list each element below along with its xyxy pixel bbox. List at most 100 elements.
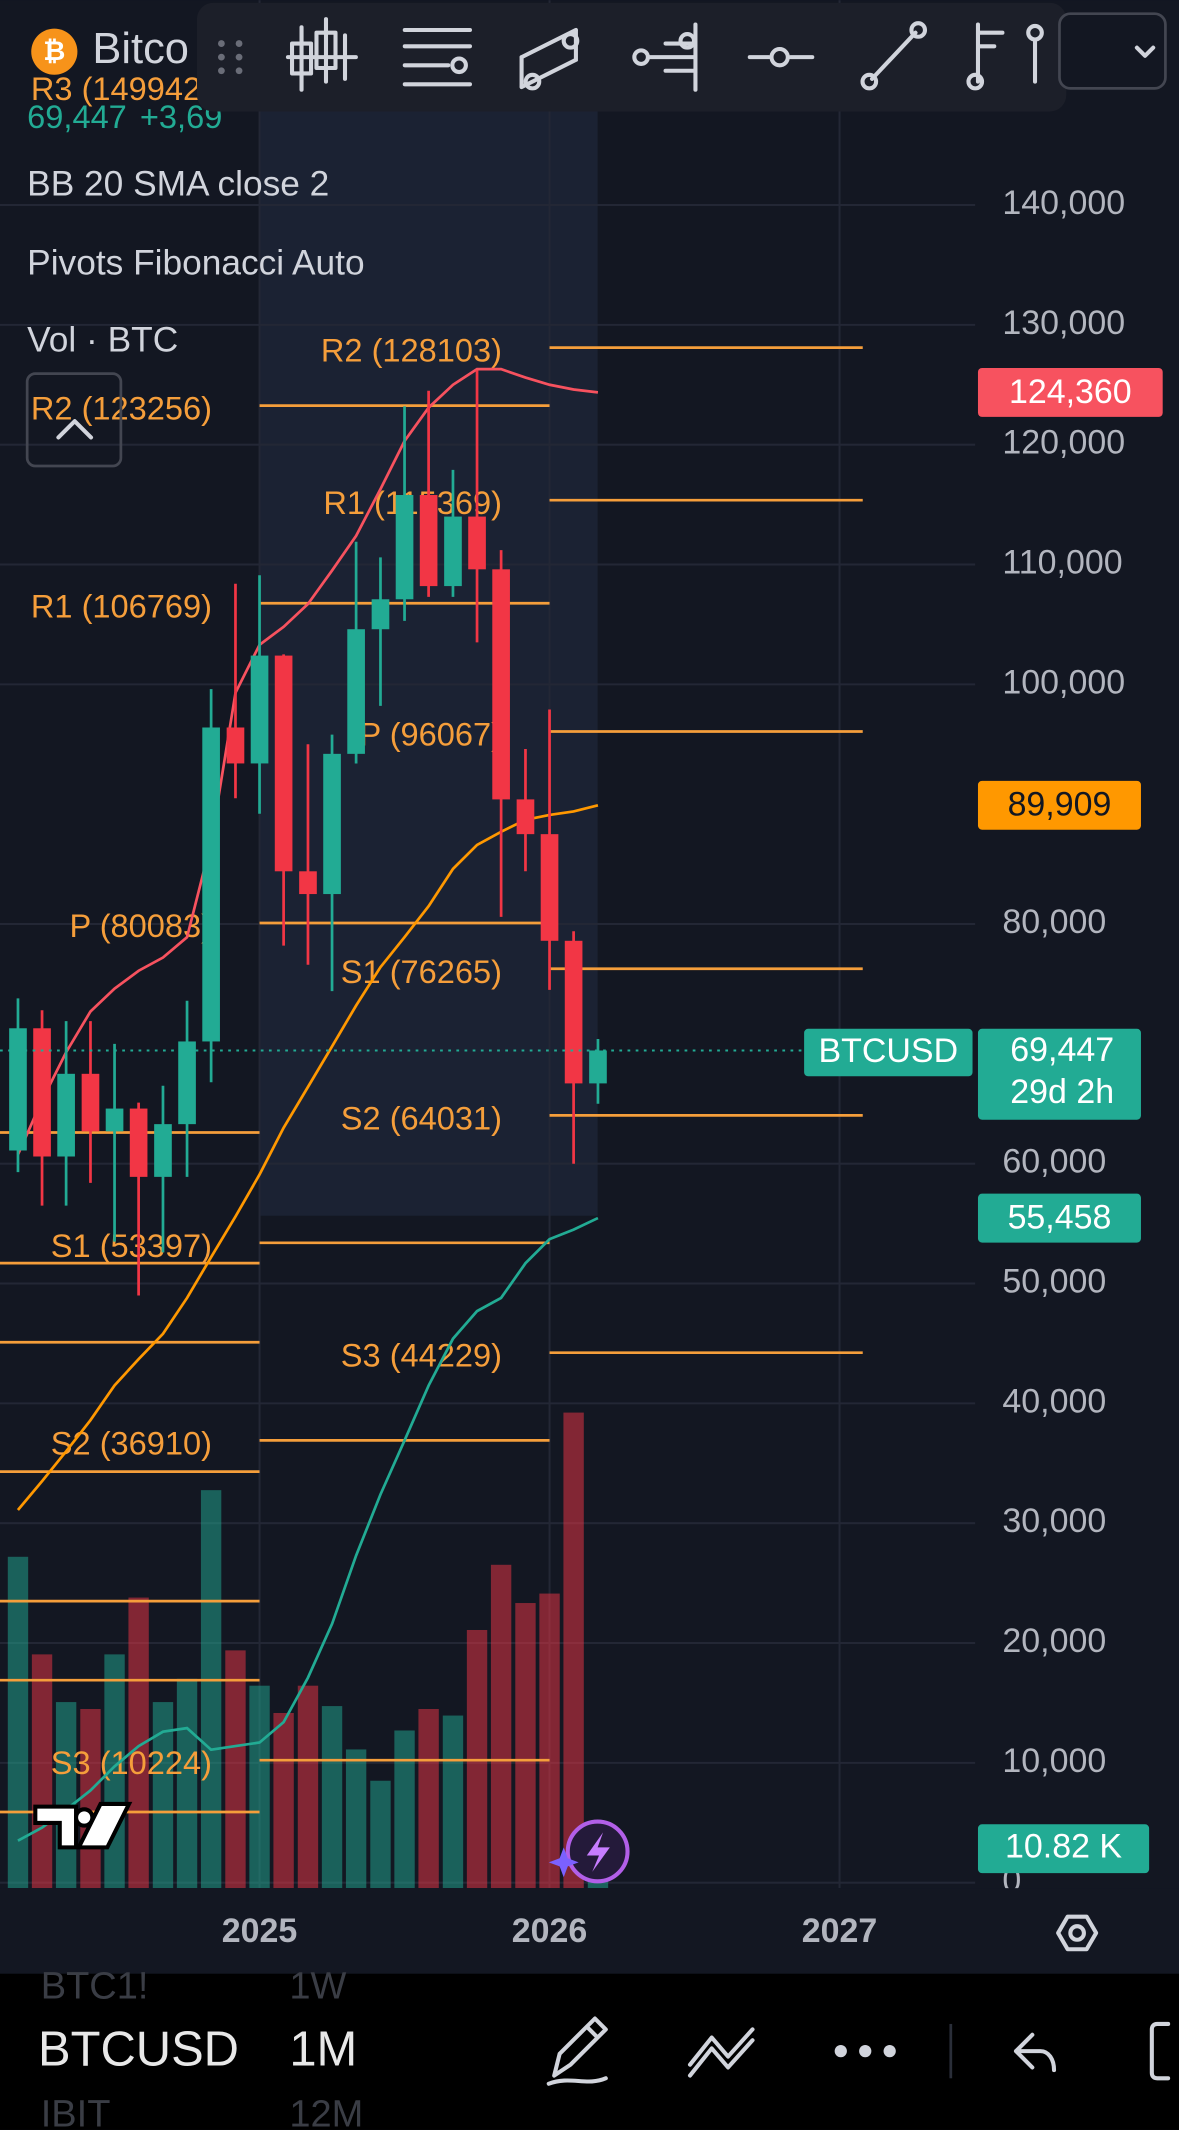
- interval-selector[interactable]: 1M: [289, 2022, 357, 2076]
- y-tick-label: 120,000: [1002, 424, 1125, 462]
- indicators-button[interactable]: [687, 2027, 755, 2078]
- more-tools[interactable]: [966, 22, 1044, 91]
- candle-body: [33, 1028, 51, 1157]
- y-tick-label: 20,000: [1002, 1622, 1106, 1660]
- volume-bar: [297, 1685, 319, 1889]
- indicator-price-label: 55,458: [1008, 1198, 1112, 1236]
- y-tick-label: 60,000: [1002, 1143, 1106, 1181]
- volume-bar: [80, 1708, 101, 1889]
- coin-icon: [31, 28, 78, 75]
- volume-bar: [200, 1490, 222, 1889]
- pivot-label: S2 (64031): [341, 1099, 502, 1136]
- volume-price-label: 10.82 K: [1005, 1828, 1122, 1866]
- pivot-label: R1 (106769): [31, 587, 212, 624]
- candle-body: [492, 569, 510, 800]
- x-tick-label: 2027: [802, 1912, 878, 1950]
- candle-body: [371, 599, 390, 630]
- volume-bar: [418, 1708, 439, 1889]
- pivot-label: P (80083): [70, 907, 212, 944]
- indicator-label[interactable]: Vol · BTC: [27, 321, 178, 360]
- y-tick-label: 50,000: [1002, 1262, 1106, 1300]
- drag-handle[interactable]: [218, 40, 243, 75]
- interval-dropdown[interactable]: [1058, 12, 1167, 90]
- indicator-price-box: [977, 367, 1163, 417]
- candle-body: [178, 1041, 196, 1125]
- pivot-label: S2 (36910): [51, 1424, 212, 1461]
- symbol-option[interactable]: BTC1!: [41, 1966, 149, 2008]
- last-price-label: 69,447: [1010, 1031, 1114, 1069]
- pivot-label: S1 (76265): [341, 953, 502, 990]
- candle-body: [564, 940, 583, 1084]
- volume-bar: [249, 1685, 270, 1889]
- volume-bar: [273, 1713, 294, 1889]
- legend-price: 69,447: [27, 98, 127, 135]
- time-axis: [0, 1888, 1179, 1974]
- pivot-label: R3 (149942): [31, 70, 212, 107]
- volume-bar: [490, 1564, 512, 1889]
- lines-tool[interactable]: [402, 27, 473, 87]
- volume-bar: [152, 1702, 174, 1889]
- candles-tool[interactable]: [285, 17, 358, 92]
- symbol-tag: [804, 1028, 973, 1077]
- volume-bar: [31, 1654, 53, 1889]
- symbol-selector[interactable]: BTCUSD: [38, 2022, 239, 2076]
- indicator-label[interactable]: BB 20 SMA close 2: [27, 165, 329, 204]
- symbol-option[interactable]: IBIT: [41, 2093, 111, 2130]
- y-tick-label: 40,000: [1002, 1382, 1106, 1420]
- bottom-bar-background: [0, 1973, 1179, 2130]
- y-tick-label: 100,000: [1002, 663, 1125, 701]
- indicator-price-box: [977, 780, 1141, 830]
- indicator-price-label: 124,360: [1009, 373, 1132, 411]
- more-button[interactable]: [834, 2045, 896, 2058]
- candle-body: [250, 655, 269, 764]
- fullscreen-button[interactable]: [1149, 2021, 1171, 2081]
- candle-body: [540, 834, 559, 941]
- pivot-label: S3 (44229): [341, 1337, 502, 1374]
- undo-button[interactable]: [1013, 2032, 1057, 2073]
- chart-settings-button[interactable]: [1056, 1914, 1099, 1952]
- volume-bar: [176, 1678, 198, 1889]
- volume-bar: [225, 1650, 246, 1889]
- drawing-toolbar: [196, 2, 1067, 112]
- y-tick-label: 130,000: [1002, 304, 1125, 342]
- interval-option[interactable]: 1W: [289, 1966, 346, 2008]
- pivot-label: S3 (10224): [51, 1744, 212, 1781]
- horizontal-line-tool[interactable]: [747, 46, 815, 68]
- pivot-label: S1 (53397): [51, 1227, 212, 1264]
- y-tick-label: 80,000: [1002, 903, 1106, 941]
- interval-option[interactable]: 12M: [289, 2093, 363, 2130]
- bottom-bar: BTC1! 1W BTCUSD 1M IBIT 12M: [0, 1966, 1179, 2130]
- channel-tool[interactable]: [519, 27, 580, 91]
- indicator-price-label: 89,909: [1008, 786, 1112, 824]
- bollinger-line: [16, 367, 599, 1156]
- candle-body: [202, 727, 220, 1042]
- draw-button[interactable]: [546, 2016, 608, 2086]
- y-tick-label: 110,000: [1002, 543, 1122, 581]
- volume-bar: [539, 1593, 560, 1889]
- candle-body: [444, 516, 462, 587]
- last-price-box: [977, 1028, 1141, 1120]
- candle-body: [299, 871, 317, 895]
- plot-area: R3 (149942)R2 (123256)R1 (106769)P (8008…: [0, 0, 976, 1889]
- candle-body: [323, 753, 341, 895]
- candle-body: [589, 1050, 607, 1084]
- candle-body: [347, 629, 365, 754]
- legend: ₿ Bitco 69,447 +3,69 BB 20 SMA close 2 P…: [25, 25, 365, 468]
- assistant-button[interactable]: [548, 1819, 630, 1884]
- coin-icon-glyph: ₿: [43, 35, 65, 66]
- volume-bar: [370, 1780, 391, 1889]
- candle-body: [419, 495, 438, 587]
- symbol-tag-label: BTCUSD: [819, 1032, 959, 1070]
- candle-body: [57, 1073, 75, 1157]
- y-tick-label: 30,000: [1002, 1502, 1106, 1540]
- indicator-label[interactable]: Pivots Fibonacci Auto: [27, 243, 364, 282]
- pivot-label: P (96067): [360, 716, 502, 753]
- fib-tool[interactable]: [632, 22, 698, 92]
- bollinger-line: [17, 1216, 599, 1842]
- candle-body: [274, 655, 293, 872]
- y-tick-label: 140,000: [1002, 184, 1125, 222]
- trend-line-tool[interactable]: [860, 21, 928, 91]
- countdown-label: 29d 2h: [1010, 1073, 1114, 1111]
- collapse-legend-button[interactable]: [25, 372, 123, 468]
